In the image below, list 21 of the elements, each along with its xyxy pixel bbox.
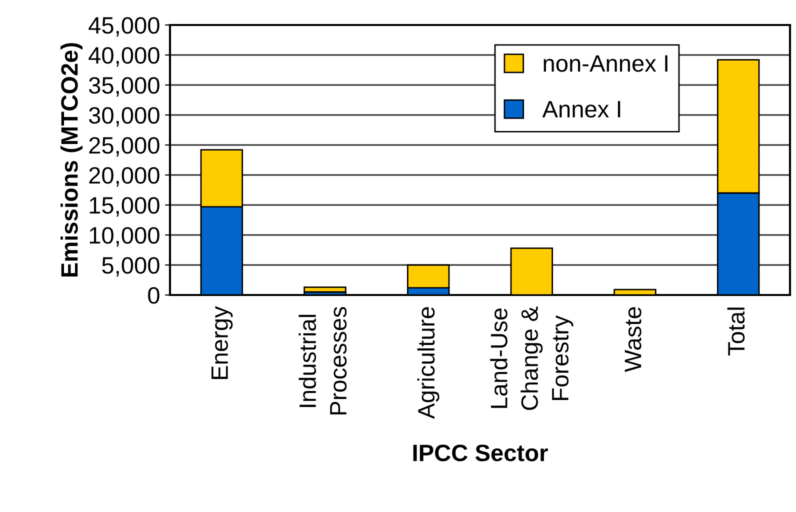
- x-tick-label: Land-Use Change & Forestry: [490, 306, 574, 410]
- x-tick-label: Agriculture: [417, 307, 440, 419]
- y-tick-label: 35,000: [88, 77, 160, 97]
- x-axis-title: IPCC Sector: [413, 444, 548, 462]
- legend-label: Annex I: [542, 101, 620, 118]
- y-tick-label: 0: [148, 287, 160, 304]
- y-tick-label: 45,000: [88, 17, 160, 37]
- y-tick-label: 40,000: [88, 47, 160, 67]
- legend-label: non-Annex I: [544, 55, 668, 72]
- y-tick-label: 5,000: [102, 257, 160, 277]
- x-tick-label: Industrial Processes: [298, 306, 347, 414]
- bar: [304, 286, 346, 293]
- x-tick-label: Total: [727, 308, 745, 356]
- x-tick-label: Energy: [212, 306, 233, 379]
- y-tick-label: 10,000: [90, 227, 160, 247]
- x-tick-label: Waste: [624, 307, 642, 372]
- y-tick-label: 25,000: [89, 137, 160, 157]
- y-tick-label: 20,000: [89, 167, 160, 187]
- y-tick-label: 15,000: [90, 197, 160, 217]
- y-tick-label: 30,000: [88, 107, 160, 127]
- y-axis-title: Emissions (MTCO2e): [60, 43, 83, 276]
